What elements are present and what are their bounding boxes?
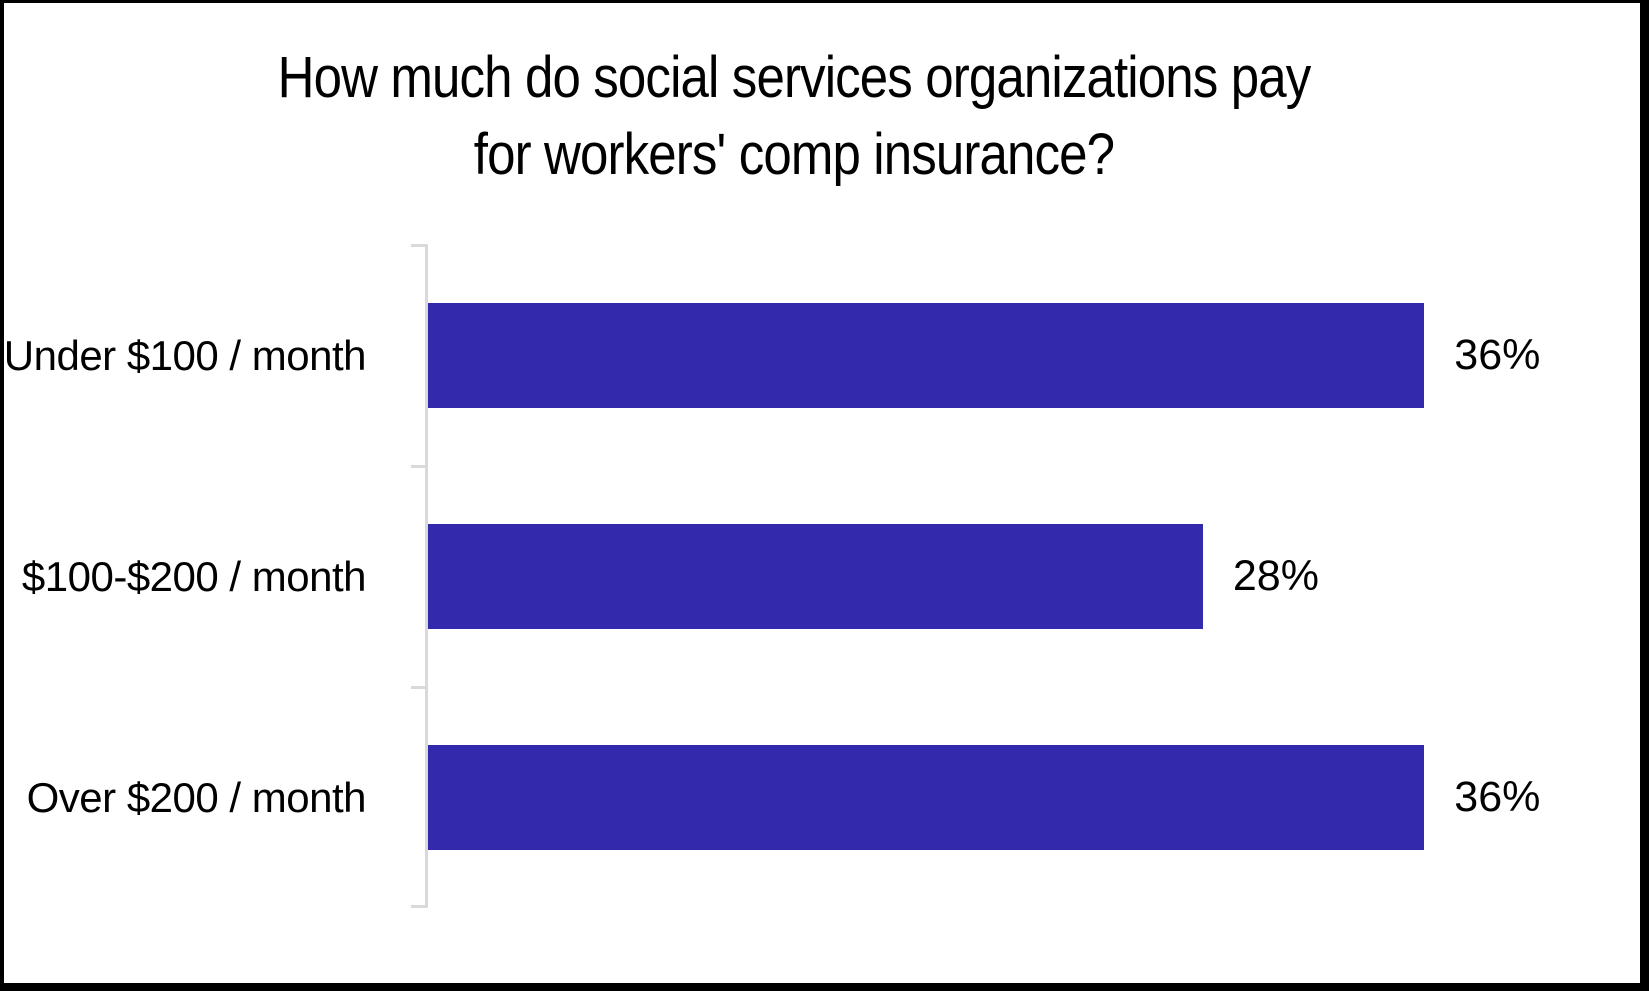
y-axis-tick	[411, 244, 428, 247]
chart-title-line-1: How much do social services organization…	[277, 45, 1312, 110]
value-label-over-200: 36%	[1454, 773, 1541, 821]
plot-area: 36% 28% 36%	[411, 244, 1540, 908]
chart-title-line-2: for workers' comp insurance?	[473, 122, 1115, 187]
value-label-100-200: 28%	[1232, 552, 1319, 600]
chart-title: How much do social services organization…	[99, 39, 1489, 193]
bar-row: 36%	[428, 745, 1540, 850]
bar-100-200	[428, 524, 1203, 629]
category-label-under-100: Under $100 / month	[3, 331, 367, 379]
category-label-over-200: Over $200 / month	[26, 773, 367, 821]
bar-row: 28%	[428, 524, 1535, 629]
y-axis-tick	[411, 905, 428, 908]
y-axis-tick	[411, 465, 428, 468]
y-axis-tick	[411, 686, 428, 689]
category-label-100-200: $100-$200 / month	[21, 552, 367, 600]
value-label-under-100: 36%	[1454, 331, 1541, 379]
bar-over-200	[428, 745, 1425, 850]
bar-under-100	[428, 303, 1425, 408]
bar-row: 36%	[428, 303, 1540, 408]
